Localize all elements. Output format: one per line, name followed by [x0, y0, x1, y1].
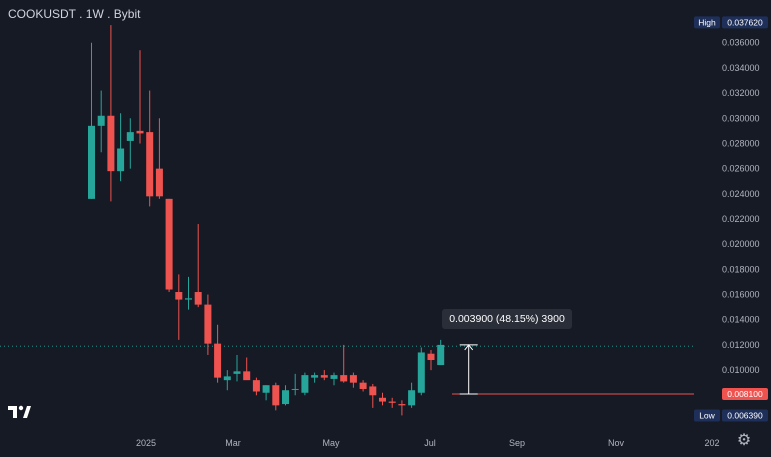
x-tick-label: 202: [704, 438, 719, 448]
candle-body: [165, 198, 173, 290]
marker-value-label: 0.006390: [727, 411, 763, 421]
marker-value-label: 0.008100: [727, 389, 763, 399]
marker-name-badge: [694, 16, 720, 29]
x-tick-label: May: [322, 438, 340, 448]
candle-body: [117, 148, 125, 172]
candle-body: [379, 397, 386, 402]
marker-value-badge: [722, 16, 768, 29]
candle-body: [330, 375, 338, 379]
y-tick-label: 0.022000: [722, 214, 760, 224]
measure-arrow-head: [464, 344, 474, 351]
tradingview-logo-icon[interactable]: [6, 400, 32, 422]
y-tick-label: 0.028000: [722, 138, 760, 148]
candle-body: [194, 292, 202, 305]
candle-body: [311, 375, 319, 378]
gear-icon[interactable]: ⚙: [736, 432, 752, 449]
x-tick-label: Sep: [509, 438, 525, 448]
marker-name-badge: [694, 409, 720, 422]
candle-body: [204, 304, 212, 344]
candle-body: [136, 130, 144, 134]
candle-body: [398, 404, 406, 406]
x-tick-label: Nov: [608, 438, 625, 448]
candles: [88, 25, 445, 416]
candle-body: [146, 132, 154, 197]
candle-body: [252, 380, 260, 392]
candle-body: [437, 344, 445, 366]
marker-name-label: Low: [699, 411, 715, 421]
y-tick-label: 0.014000: [722, 315, 760, 325]
candle-body: [388, 401, 396, 403]
candle-body: [369, 386, 377, 396]
candle-body: [417, 352, 425, 393]
candle-body: [262, 385, 270, 393]
candle-body: [223, 376, 231, 381]
time-axis[interactable]: 2025 Mar May Jul Sep Nov 202: [136, 438, 720, 448]
candle-body: [359, 382, 367, 389]
price-axis[interactable]: 0.036000 0.034000 0.032000 0.030000 0.028000…: [722, 38, 760, 401]
marker-value-badge: [722, 388, 768, 401]
candle-body: [88, 125, 95, 199]
candle-body: [340, 375, 348, 382]
y-tick-label: 0.010000: [722, 365, 760, 375]
candle-body: [272, 385, 280, 406]
candle-body: [282, 390, 289, 405]
candle-body: [291, 388, 299, 390]
candle-body: [214, 343, 222, 378]
measure-tool: [452, 344, 694, 395]
y-tick-label: 0.018000: [722, 264, 760, 274]
candle-body: [126, 132, 134, 141]
candle-body: [107, 115, 115, 172]
price-markers: High 0.037620 0.008100 Low 0.006390: [694, 16, 768, 422]
x-tick-label: 2025: [136, 438, 156, 448]
candle-body: [155, 168, 163, 197]
candle-body: [185, 298, 192, 300]
marker-value-badge: [722, 409, 768, 422]
y-tick-label: 0.012000: [722, 340, 760, 350]
y-tick-label: 0.020000: [722, 239, 760, 249]
candle-body: [233, 371, 241, 374]
candle-body: [97, 115, 105, 126]
candle-body: [320, 375, 328, 378]
marker-name-label: High: [698, 17, 716, 27]
marker-value-label: 0.037620: [727, 17, 763, 27]
y-tick-label: 0.030000: [722, 113, 760, 123]
candle-body: [427, 353, 435, 361]
candle-body: [408, 390, 416, 406]
y-tick-label: 0.034000: [722, 63, 760, 73]
y-tick-label: 0.036000: [722, 38, 760, 48]
candle-body: [243, 371, 251, 381]
y-tick-label: 0.026000: [722, 164, 760, 174]
x-tick-label: Jul: [424, 438, 436, 448]
x-tick-label: Mar: [225, 438, 241, 448]
symbol-title: COOKUSDT . 1W . Bybit: [8, 7, 141, 21]
y-tick-label: 0.032000: [722, 88, 760, 98]
measure-tooltip: 0.003900 (48.15%) 3900: [442, 309, 572, 329]
candle-body: [301, 375, 309, 393]
candle-body: [175, 292, 183, 300]
y-tick-label: 0.024000: [722, 189, 760, 199]
candle-body: [349, 375, 357, 383]
y-tick-label: 0.016000: [722, 290, 760, 300]
